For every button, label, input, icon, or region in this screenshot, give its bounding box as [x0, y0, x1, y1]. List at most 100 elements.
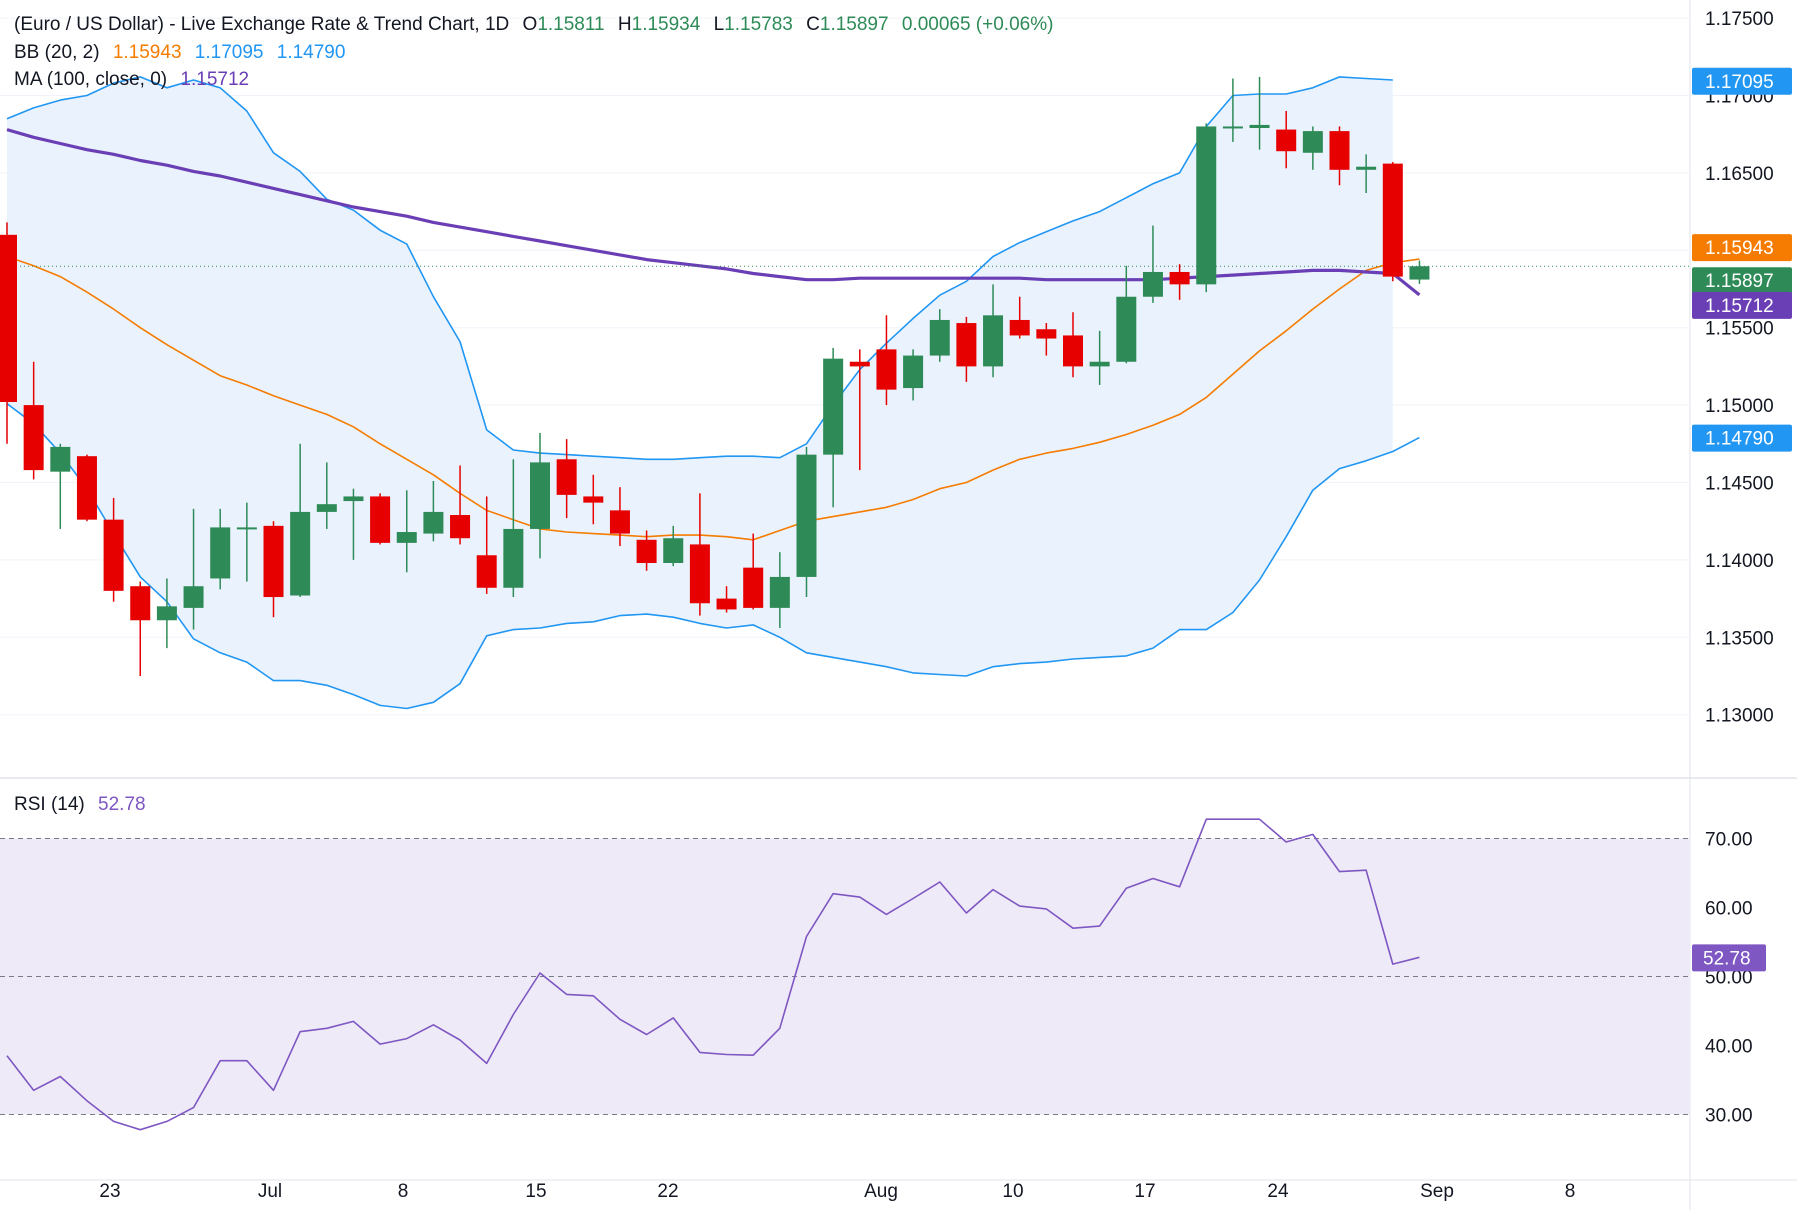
- candle-body: [423, 511, 444, 534]
- rsi-tick-label: 50.00: [1705, 968, 1753, 989]
- rsi-tick-label: 40.00: [1705, 1037, 1753, 1058]
- high-label: H: [617, 14, 632, 35]
- candle-body: [1249, 124, 1270, 129]
- candle-body: [0, 234, 17, 403]
- candle-body: [316, 504, 337, 512]
- ma-label: MA (100, close, 0): [14, 69, 168, 90]
- rsi-tick-label: 60.00: [1705, 899, 1753, 920]
- bb-lower-value: 1.14790: [276, 42, 346, 63]
- price-tick-label: 1.15500: [1705, 319, 1774, 340]
- candle-body: [50, 446, 71, 472]
- bb-upper-line: [6, 76, 1393, 461]
- ma-value: 1.15712: [180, 69, 250, 90]
- candle-body: [1329, 131, 1350, 170]
- candle-body: [796, 454, 817, 577]
- candle-body: [1382, 163, 1403, 277]
- candle-body: [1356, 166, 1377, 170]
- candle-body: [636, 539, 657, 563]
- candle-body: [823, 358, 844, 455]
- candle-body: [1409, 266, 1430, 280]
- candle-body: [290, 511, 311, 596]
- time-tick-label: 8: [1565, 1181, 1576, 1202]
- rsi-tick-label: 30.00: [1705, 1106, 1753, 1127]
- ma-badge: [1692, 291, 1792, 319]
- open-value: 1.15811: [537, 14, 605, 35]
- ma-badge-text: 1.15712: [1705, 296, 1774, 317]
- candle-body: [1302, 131, 1323, 153]
- time-tick-label: 15: [525, 1181, 546, 1202]
- candle-body: [716, 598, 737, 610]
- candle-body: [103, 519, 124, 591]
- legend-bb-row: BB (20, 2) 1.15943 1.17095 1.14790: [14, 42, 353, 64]
- candle-body: [1089, 361, 1110, 367]
- candle-body: [1222, 126, 1243, 129]
- candle-body: [130, 586, 151, 621]
- candle-body: [956, 323, 977, 367]
- bb-basis-badge: [1692, 234, 1792, 262]
- candle-body: [1196, 126, 1217, 285]
- open-label: O: [522, 14, 538, 35]
- time-tick-label: Sep: [1420, 1181, 1454, 1202]
- candle-body: [689, 544, 710, 604]
- candle-body: [1036, 329, 1057, 339]
- candle-body: [1142, 271, 1163, 297]
- rsi-badge-text: 52.78: [1703, 948, 1751, 969]
- close-label: C: [806, 14, 820, 35]
- candle-body: [210, 527, 231, 579]
- candle-body: [663, 538, 684, 563]
- candle-body: [76, 456, 97, 520]
- last-close-badge: [1692, 267, 1792, 295]
- close-value: 1.15897: [819, 14, 889, 35]
- time-tick-label: 8: [398, 1181, 409, 1202]
- bb-label: BB (20, 2): [14, 42, 100, 63]
- bb-basis-value: 1.15943: [112, 42, 182, 63]
- time-tick-label: 22: [657, 1181, 678, 1202]
- candle-body: [370, 496, 391, 543]
- bb-basis-line: [6, 255, 1420, 541]
- time-tick-label: 10: [1002, 1181, 1023, 1202]
- bb-upper-value: 1.17095: [194, 42, 264, 63]
- price-tick-label: 1.13000: [1705, 706, 1774, 727]
- candle-body: [156, 606, 177, 621]
- last-close-badge-text: 1.15897: [1705, 271, 1774, 292]
- time-tick-label: Jul: [258, 1181, 282, 1202]
- candle-body: [183, 586, 204, 608]
- high-value: 1.15934: [631, 14, 701, 35]
- price-tick-label: 1.16500: [1705, 164, 1774, 185]
- candle-body: [476, 555, 497, 588]
- time-tick-label: 17: [1134, 1181, 1155, 1202]
- rsi-value: 52.78: [98, 794, 146, 815]
- rsi-line: [6, 818, 1420, 1131]
- candle-body: [983, 315, 1004, 367]
- bb-upper-badge-text: 1.17095: [1705, 72, 1774, 93]
- bb-lower-badge-text: 1.14790: [1705, 429, 1774, 450]
- price-tick-label: 1.14500: [1705, 474, 1774, 495]
- legend-rsi-row: RSI (14) 52.78: [14, 794, 154, 816]
- candle-body: [876, 349, 897, 390]
- candle-body: [556, 459, 577, 495]
- candle-body: [530, 462, 550, 529]
- candle-body: [849, 361, 870, 367]
- candle-body: [743, 567, 764, 608]
- candle-body: [23, 405, 44, 471]
- candle-body: [396, 532, 417, 543]
- legend-ma-row: MA (100, close, 0) 1.15712: [14, 69, 257, 91]
- time-tick-label: 23: [99, 1181, 120, 1202]
- bb-upper-badge: [1692, 67, 1792, 95]
- candle-body: [343, 496, 364, 502]
- price-tick-label: 1.15000: [1705, 396, 1774, 417]
- price-tick-label: 1.14000: [1705, 551, 1774, 572]
- candle-body: [503, 528, 524, 588]
- candle-body: [769, 576, 790, 608]
- candle-body: [1063, 335, 1083, 367]
- low-value: 1.15783: [724, 14, 793, 35]
- candle-body: [236, 527, 257, 530]
- rsi-tick-label: 70.00: [1705, 830, 1753, 851]
- bb-lower-badge: [1692, 424, 1792, 452]
- low-label: L: [713, 14, 725, 35]
- rsi-badge: [1692, 944, 1766, 972]
- candle-body: [609, 510, 630, 534]
- candle-body: [263, 525, 284, 598]
- bb-basis-badge-text: 1.15943: [1705, 238, 1774, 259]
